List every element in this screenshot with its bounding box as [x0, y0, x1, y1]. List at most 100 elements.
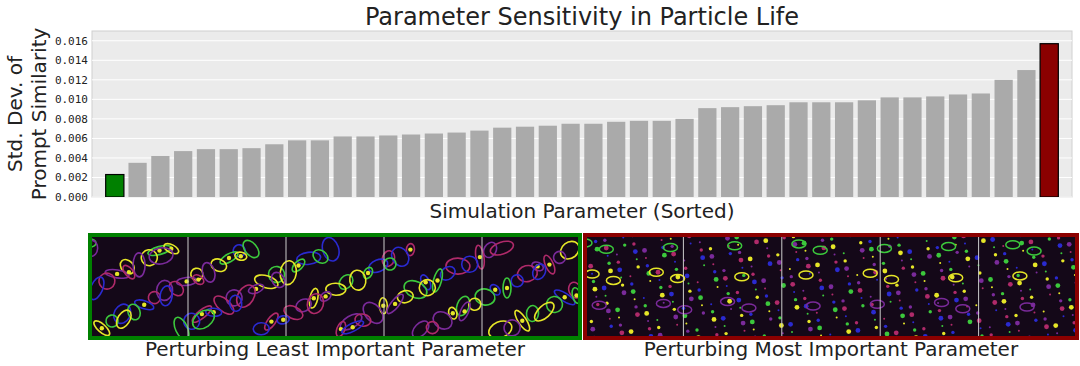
pattern-dot	[954, 298, 959, 303]
pattern-ring	[813, 246, 827, 254]
pattern-dot	[1014, 314, 1017, 317]
pattern-ring	[96, 270, 118, 292]
pattern-dot	[462, 309, 466, 313]
pattern-dot	[871, 310, 876, 315]
pattern-dot	[756, 296, 759, 299]
bar	[561, 124, 579, 197]
pattern-dot	[736, 298, 741, 303]
pattern-dot	[777, 260, 782, 265]
bar	[698, 108, 716, 197]
pattern-dot	[669, 292, 674, 297]
pattern-ring	[384, 292, 405, 316]
pattern-dot	[815, 263, 820, 268]
pattern-dot	[563, 295, 567, 299]
pattern-dot	[896, 290, 901, 295]
pattern-ring	[599, 245, 613, 253]
pattern-dot	[793, 291, 795, 293]
pattern-dot	[712, 317, 717, 322]
bar	[242, 148, 260, 197]
pattern-ring	[253, 323, 269, 336]
pattern-dot	[963, 296, 968, 301]
pattern-dot	[1059, 299, 1062, 302]
pattern-ring	[229, 295, 243, 312]
pattern-ring	[1013, 272, 1027, 280]
pattern-dot	[196, 277, 200, 281]
pattern-dot	[724, 325, 726, 327]
pattern-dot	[697, 281, 699, 283]
pattern-dot	[729, 252, 732, 255]
pattern-dot	[845, 315, 847, 317]
pattern-ring	[305, 292, 326, 316]
pattern-dot	[775, 300, 780, 305]
pattern-dot	[685, 273, 690, 278]
pattern-ring	[388, 244, 412, 269]
frame-separator	[683, 235, 684, 338]
pattern-dot	[1016, 267, 1018, 269]
pattern-ring	[276, 315, 289, 325]
pattern-dot	[749, 313, 752, 316]
pattern-dot	[768, 261, 773, 266]
bar	[607, 122, 625, 197]
pattern-ring	[885, 276, 899, 284]
pattern-dot	[736, 291, 739, 294]
pattern-dot	[673, 308, 676, 311]
bar	[265, 144, 283, 197]
pattern-dot	[239, 254, 243, 258]
pattern-dot	[953, 284, 955, 286]
pattern-dot	[607, 255, 609, 257]
panel-bg	[90, 235, 580, 338]
pattern-dot	[617, 260, 620, 263]
pattern-ring	[735, 273, 749, 281]
pattern-dot	[1007, 275, 1010, 278]
pattern-ring	[799, 271, 813, 279]
pattern-ring	[585, 270, 599, 278]
pattern-dot	[922, 327, 925, 330]
pattern-dot	[912, 321, 914, 323]
pattern-dot	[844, 266, 849, 271]
bar	[949, 94, 967, 197]
pattern-dot	[1055, 283, 1060, 288]
pattern-dot	[807, 313, 809, 315]
y-axis-label-line: Std. Dev. of	[3, 55, 27, 172]
pattern-dot	[1072, 314, 1074, 316]
pattern-dot	[886, 285, 889, 288]
pattern-ring	[942, 243, 956, 251]
panel-pattern	[90, 235, 580, 338]
bar	[379, 135, 397, 197]
pattern-dot	[1046, 277, 1049, 280]
pattern-ring	[649, 268, 663, 276]
pattern-ring	[806, 302, 820, 310]
grid-line	[92, 157, 1072, 158]
pattern-ring	[489, 239, 516, 258]
pattern-ring	[792, 240, 806, 248]
pattern-ring	[320, 235, 342, 263]
pattern-ring	[311, 247, 331, 266]
pattern-dot	[1048, 237, 1051, 240]
pattern-dot	[1004, 308, 1006, 310]
pattern-dot	[748, 257, 753, 262]
pattern-dot	[713, 270, 716, 273]
pattern-dot	[742, 274, 745, 277]
pattern-dot	[1067, 242, 1072, 247]
pattern-dot	[926, 240, 928, 242]
bar	[493, 128, 511, 197]
pattern-dot	[596, 303, 599, 306]
pattern-dot	[1043, 310, 1045, 312]
pattern-dot	[925, 294, 930, 299]
pattern-dot	[618, 316, 620, 318]
pattern-dot	[992, 293, 995, 296]
snapshot-panel	[84, 235, 583, 342]
pattern-dot	[963, 290, 966, 293]
pattern-dot	[619, 330, 624, 335]
pattern-ring	[877, 244, 891, 252]
bar	[151, 156, 169, 197]
pattern-dot	[990, 237, 995, 242]
pattern-dot	[804, 250, 806, 252]
frame-separator	[482, 235, 483, 338]
pattern-dot	[869, 247, 874, 252]
pattern-dot	[899, 306, 902, 309]
pattern-dot	[1015, 321, 1020, 326]
pattern-dot	[1063, 315, 1065, 317]
pattern-dot	[741, 321, 746, 326]
y-tick-label: 0.004	[55, 152, 88, 165]
